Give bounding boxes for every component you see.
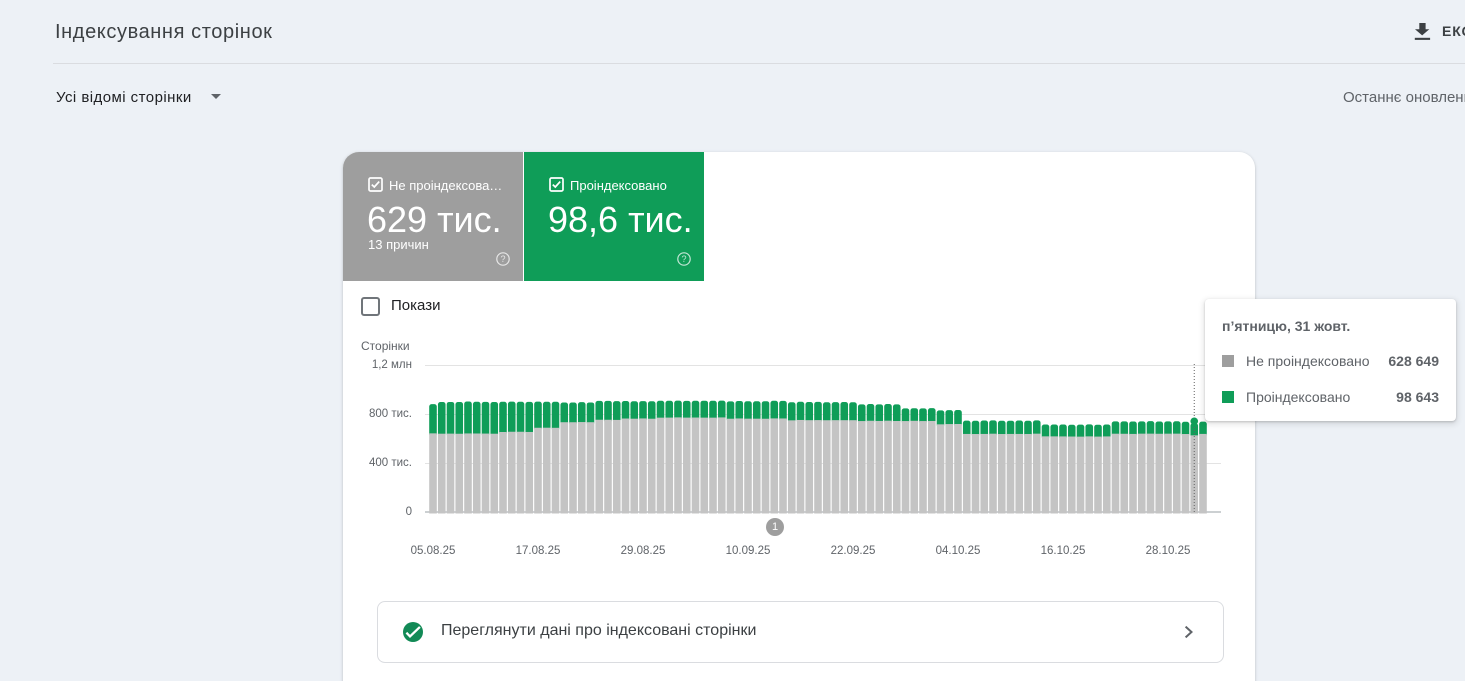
svg-text:?: ? bbox=[500, 254, 505, 264]
svg-text:?: ? bbox=[681, 254, 686, 264]
